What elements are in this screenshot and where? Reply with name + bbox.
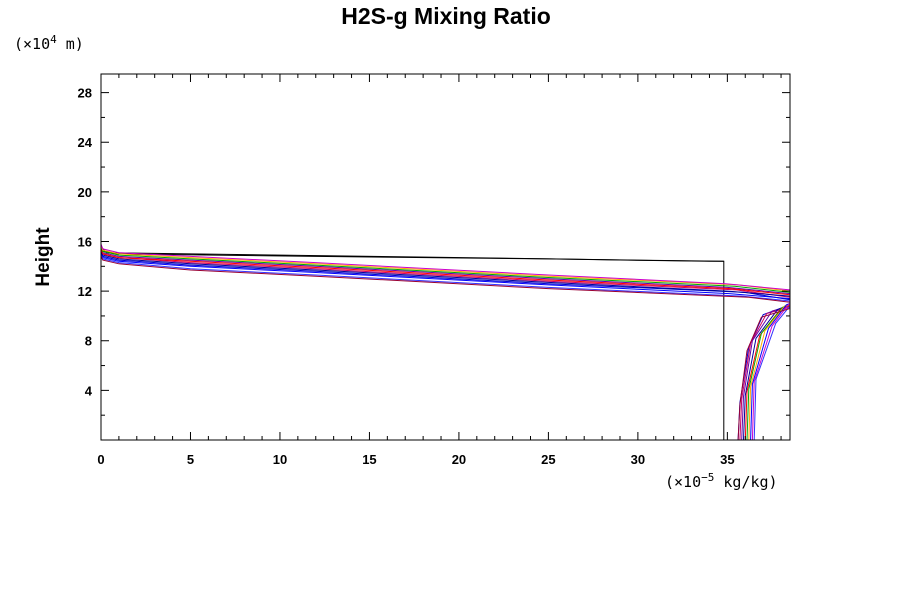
series-line-13 (101, 256, 790, 440)
x-tick-label: 25 (541, 452, 555, 467)
series-line-3 (101, 252, 790, 440)
series-line-10 (101, 253, 790, 440)
y-unit-exponent: 4 (50, 33, 57, 46)
y-tick-label: 28 (78, 86, 92, 101)
series-line-7 (101, 248, 790, 440)
chart-title: H2S-g Mixing Ratio (341, 3, 551, 29)
plot-frame (100, 73, 791, 441)
series-layer (101, 241, 790, 440)
x-unit-label: (×10−5 kg/kg) (665, 471, 778, 491)
series-line-6 (101, 251, 790, 440)
svg-text:(×10−5 kg/kg): (×10−5 kg/kg) (665, 471, 778, 491)
series-line-2 (101, 249, 724, 262)
y-unit-label: (×104 m) (14, 33, 84, 53)
y-tick-label: 12 (78, 284, 92, 299)
y-unit-prefix: (×10 (14, 35, 50, 53)
tick-labels-layer: 0 5 10 15 20 25 30 35 4 8 12 16 20 24 28 (78, 86, 735, 467)
y-tick-label: 24 (78, 135, 93, 150)
x-tick-label: 30 (631, 452, 645, 467)
x-tick-label: 35 (720, 452, 734, 467)
svg-text:(×104 m): (×104 m) (14, 33, 84, 53)
x-unit-exponent: −5 (701, 471, 714, 484)
x-tick-label: 0 (97, 452, 104, 467)
series-line-12 (101, 254, 790, 440)
y-tick-label: 16 (78, 234, 92, 249)
series-line-5 (101, 247, 790, 440)
series-line-8 (101, 246, 790, 440)
y-unit-suffix: m) (57, 35, 84, 53)
y-tick-label: 8 (85, 334, 92, 349)
y-tick-label: 4 (85, 383, 93, 398)
x-unit-suffix: kg/kg) (714, 473, 777, 491)
series-line-11 (101, 243, 790, 440)
x-tick-label: 20 (452, 452, 466, 467)
x-tick-label: 15 (362, 452, 376, 467)
x-unit-prefix: (×10 (665, 473, 701, 491)
y-tick-label: 20 (78, 185, 92, 200)
y-axis-label: Height (33, 227, 54, 287)
x-tick-label: 5 (187, 452, 194, 467)
x-tick-label: 10 (273, 452, 287, 467)
